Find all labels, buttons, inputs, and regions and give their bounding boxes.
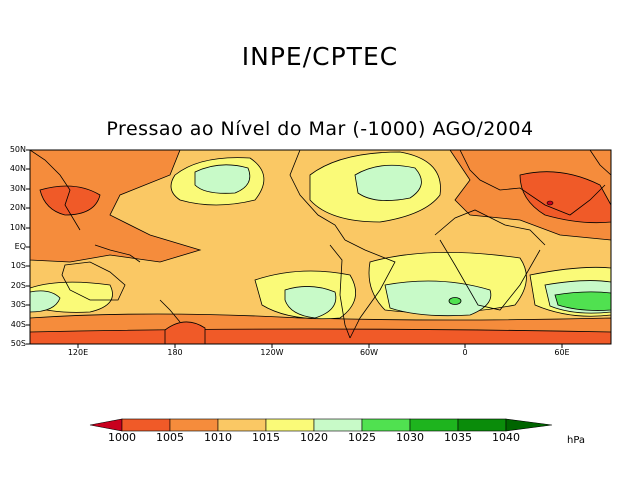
lon-label-60e: 60E: [554, 348, 570, 357]
lat-label-50n: 50N: [9, 145, 26, 154]
colorbar-label-1000: 1000: [108, 431, 136, 444]
lat-label-eq: EQ: [14, 242, 26, 251]
lat-label-10s: 10S: [10, 261, 26, 270]
lat-label-10n: 10N: [9, 223, 26, 232]
lat-label-20n: 20N: [9, 203, 26, 212]
colorbar-label-1005: 1005: [156, 431, 184, 444]
lat-label-40s: 40S: [10, 320, 26, 329]
map-subtitle: Pressao ao Nível do Mar (-1000) AGO/2004: [106, 118, 534, 140]
lat-label-40n: 40N: [9, 164, 26, 173]
lon-label-60w: 60W: [359, 348, 379, 357]
lon-label-120w: 120W: [260, 348, 284, 357]
lat-label-50s: 50S: [10, 339, 26, 348]
colorbar: [89, 418, 553, 432]
colorbar-label-1040: 1040: [492, 431, 520, 444]
colorbar-label-1010: 1010: [204, 431, 232, 444]
pressure-contours: [30, 150, 611, 344]
lon-label-0: 0: [462, 348, 468, 357]
colorbar-label-1025: 1025: [348, 431, 376, 444]
lat-label-20s: 20S: [10, 281, 26, 290]
main-title: INPE/CPTEC: [241, 42, 399, 71]
colorbar-unit: hPa: [567, 435, 586, 446]
colorbar-label-1030: 1030: [396, 431, 424, 444]
lat-label-30n: 30N: [9, 184, 26, 193]
coastlines: [30, 150, 611, 339]
lon-label-180: 180: [167, 348, 183, 357]
colorbar-label-1015: 1015: [252, 431, 280, 444]
colorbar-label-1035: 1035: [444, 431, 472, 444]
colorbar-label-1020: 1020: [300, 431, 328, 444]
lon-label-120e: 120E: [67, 348, 89, 357]
axis-ticks: [26, 149, 563, 348]
lat-label-30s: 30S: [10, 300, 26, 309]
